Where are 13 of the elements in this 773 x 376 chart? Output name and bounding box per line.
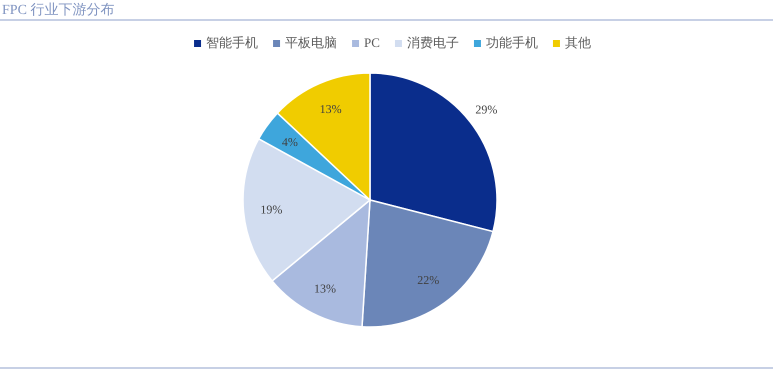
legend-label: 消费电子	[406, 35, 459, 50]
legend-label: 其他	[564, 35, 591, 50]
legend-label: PC	[364, 35, 380, 50]
data-label: 13%	[314, 281, 336, 296]
legend-label: 功能手机	[486, 35, 538, 50]
text: FPC 行业下游分布	[2, 2, 114, 18]
data-label: 22%	[417, 273, 440, 288]
data-label: 29%	[475, 102, 498, 117]
legend-label: 智能手机	[206, 35, 258, 50]
legend-label: 平板电脑	[285, 35, 338, 50]
data-label: 4%	[282, 134, 298, 149]
data-label: 19%	[260, 202, 282, 216]
data-label: 13%	[320, 102, 342, 116]
